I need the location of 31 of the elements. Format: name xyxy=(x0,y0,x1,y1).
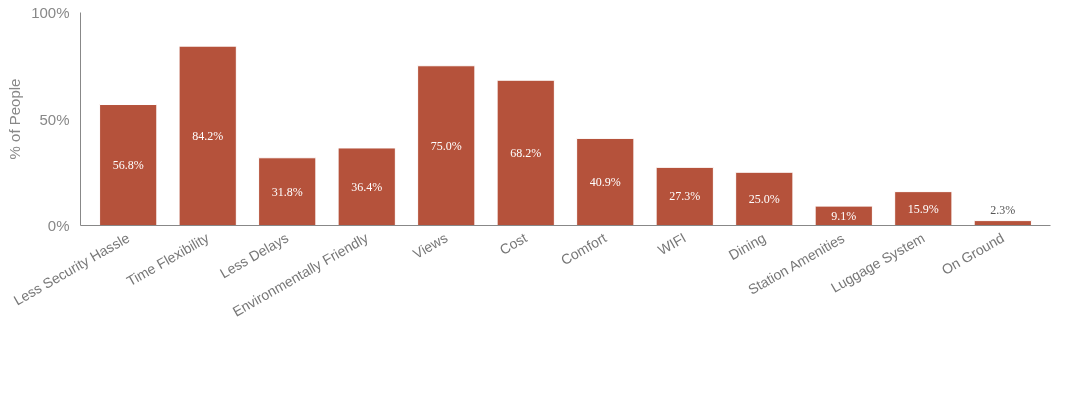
bar xyxy=(735,171,794,226)
data-label: 2.3% xyxy=(990,202,1016,217)
data-label: 68.2% xyxy=(510,145,542,160)
data-label: 56.8% xyxy=(112,158,144,173)
bar xyxy=(894,191,953,226)
y-axis-title: % of People xyxy=(6,78,24,160)
bar xyxy=(973,220,1032,226)
data-label: 15.9% xyxy=(907,201,939,216)
data-label: 36.4% xyxy=(351,179,383,194)
bar xyxy=(178,45,237,226)
data-label: 75.0% xyxy=(430,138,462,153)
bar xyxy=(496,79,555,226)
bar xyxy=(576,137,635,226)
x-tick-label: WIFI xyxy=(655,229,689,259)
bar xyxy=(337,147,396,226)
x-tick-label: Cost xyxy=(496,229,530,258)
data-label: 40.9% xyxy=(589,174,621,189)
bar xyxy=(655,166,714,226)
data-label: 84.2% xyxy=(192,128,224,143)
bar xyxy=(258,157,317,226)
data-label: 25.0% xyxy=(748,191,780,206)
y-tick-label: 0% xyxy=(47,217,70,234)
data-label: 27.3% xyxy=(669,189,701,204)
bar xyxy=(814,205,873,226)
data-label: 9.1% xyxy=(831,208,857,223)
y-tick-label: 100% xyxy=(31,4,70,21)
y-tick-label: 50% xyxy=(39,110,70,128)
data-label: 31.8% xyxy=(271,184,303,199)
bar xyxy=(99,104,158,226)
bar xyxy=(417,65,476,226)
x-tick-label: Views xyxy=(410,229,451,262)
